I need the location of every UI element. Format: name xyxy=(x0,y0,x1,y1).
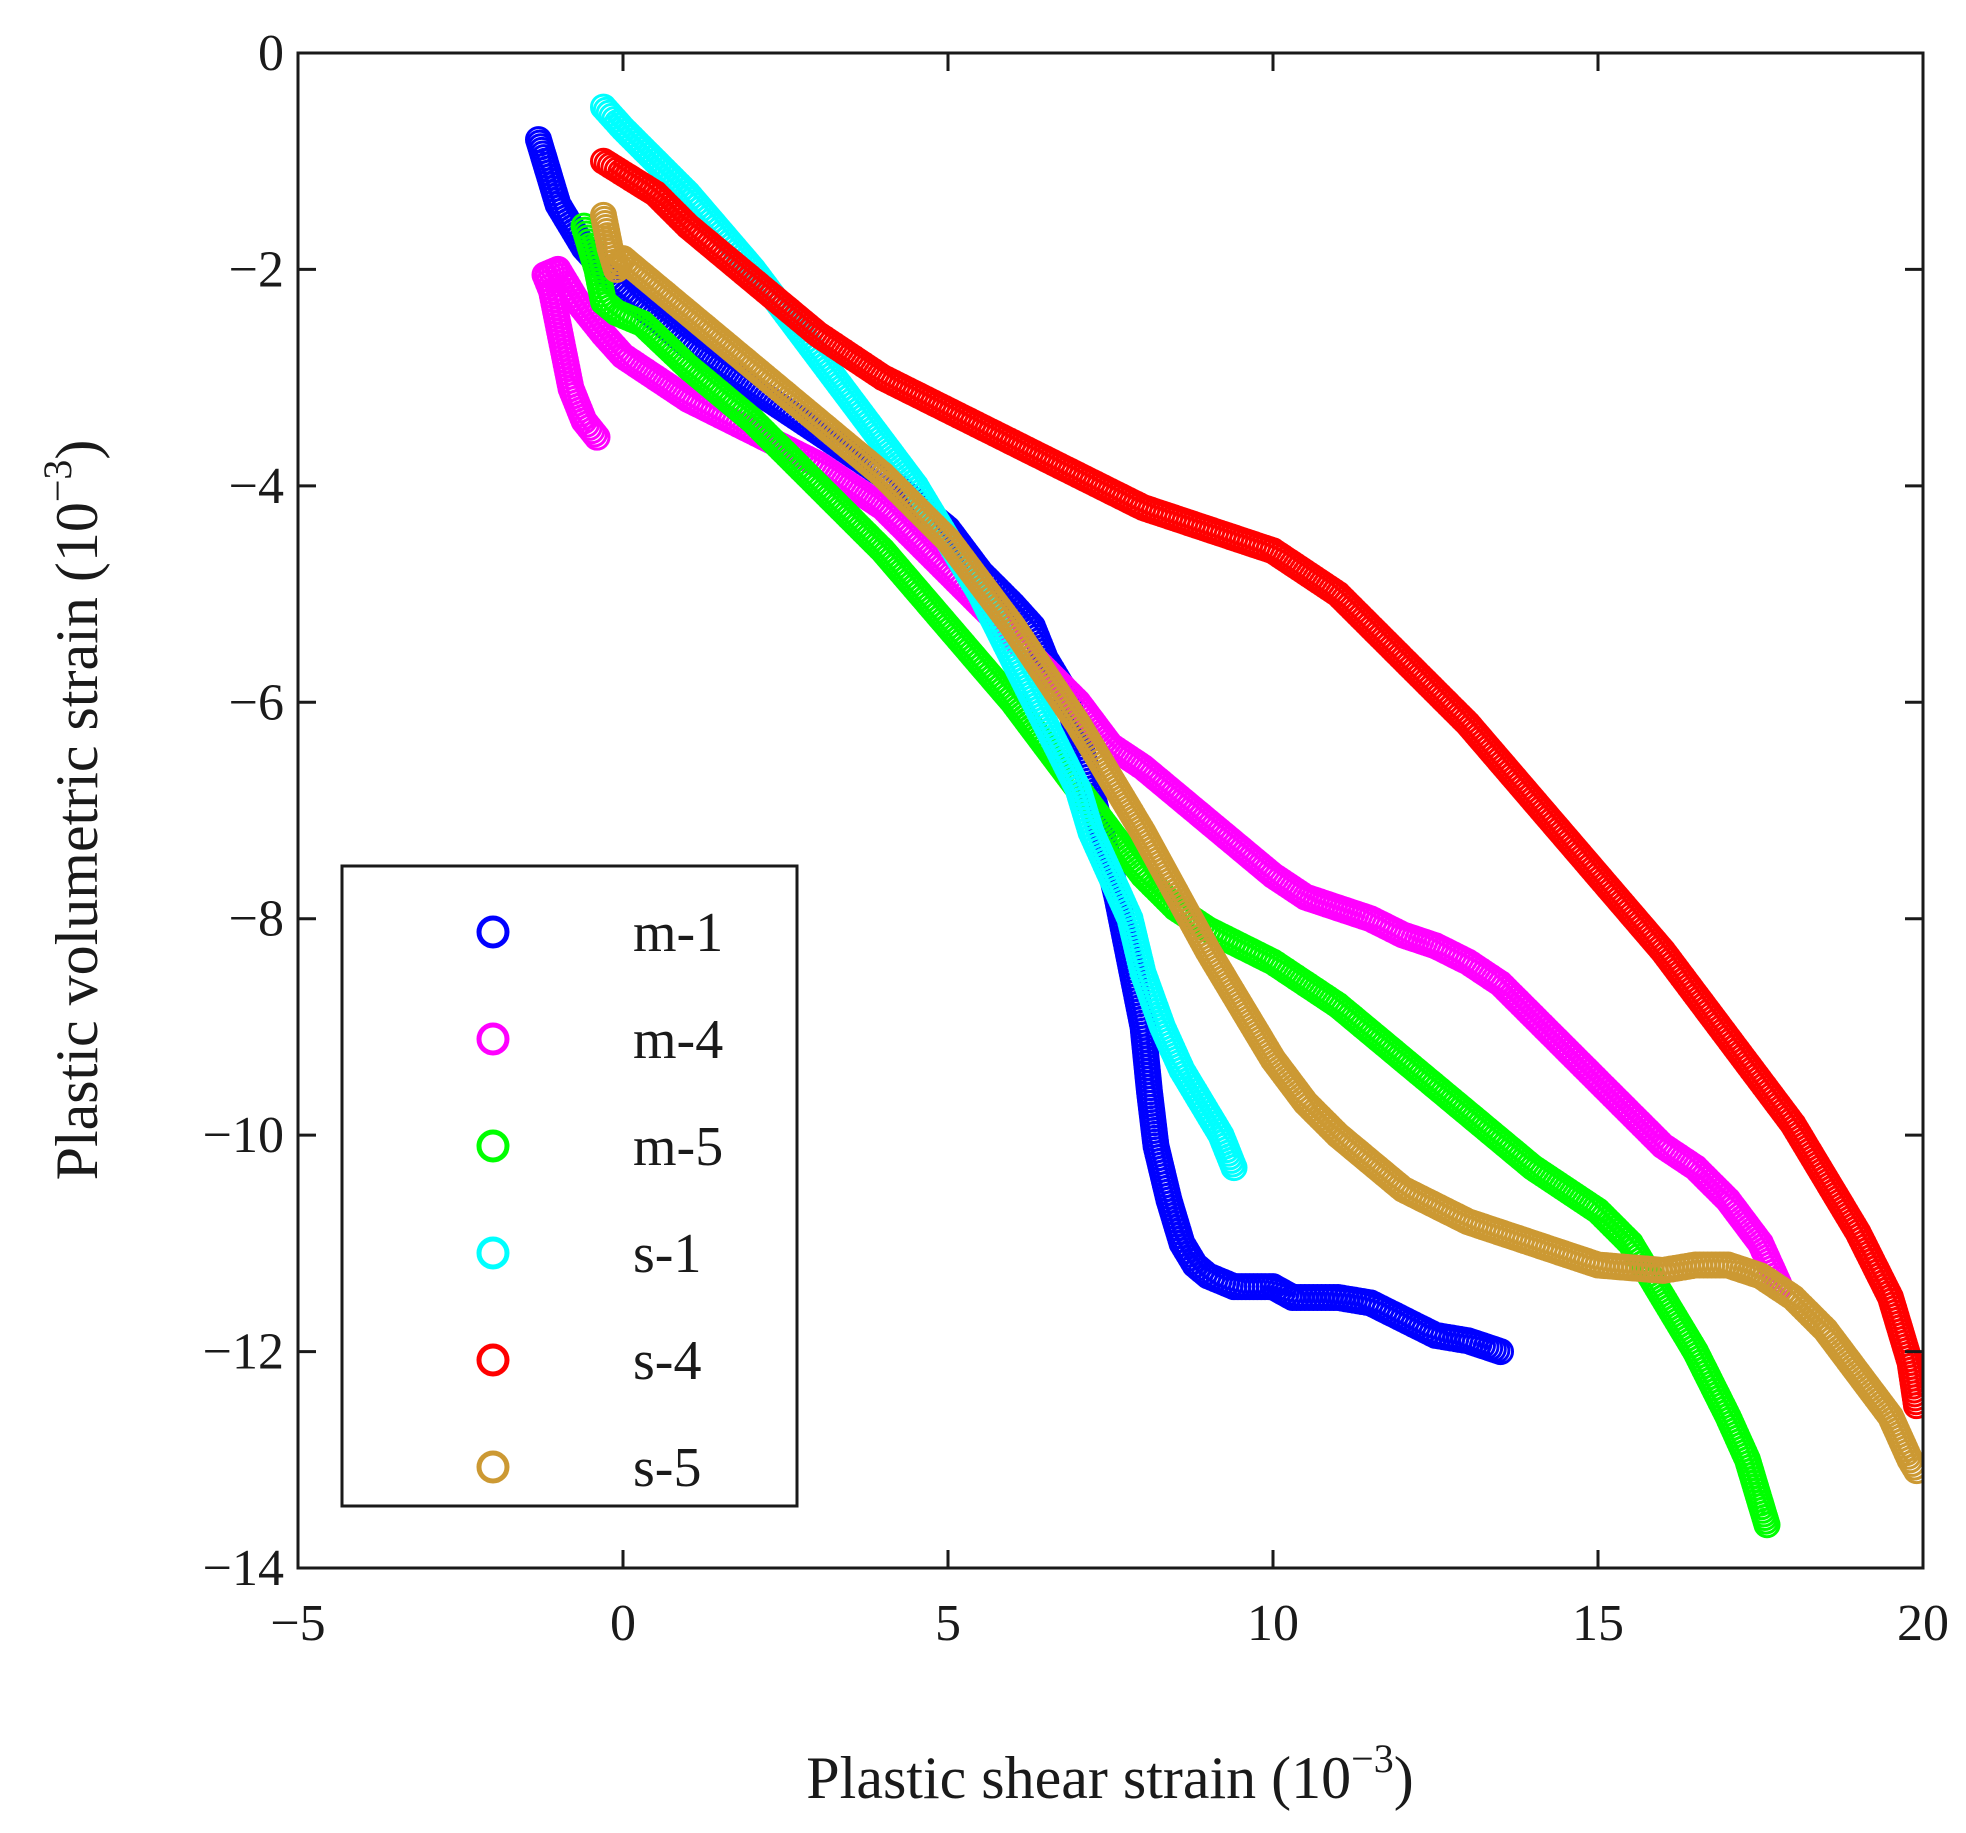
ticks-layer: −5 0 5 10 15 20 0 −2 −4 −6 −8 −10 −12 −14 xyxy=(203,25,1949,1652)
legend-label: m-1 xyxy=(633,902,723,964)
x-tick-label: 20 xyxy=(1897,1595,1949,1652)
y-tick-label: −2 xyxy=(229,241,284,298)
legend-label: s-1 xyxy=(633,1223,701,1285)
legend-label: m-4 xyxy=(633,1009,723,1071)
plot-frame xyxy=(296,51,1925,1570)
x-axis-label: Plastic shear strain (10 xyxy=(806,1745,1351,1811)
legend-marker xyxy=(476,915,510,949)
legend-marker xyxy=(476,1129,510,1163)
legend-marker xyxy=(476,1450,510,1484)
y-tick-label: −8 xyxy=(229,891,284,948)
svg-text:Plastic volumetric strain (10−: Plastic volumetric strain (10−3) xyxy=(35,440,110,1181)
data-point xyxy=(1903,1392,1923,1420)
legend-item-m-1: m-1 xyxy=(476,902,723,964)
y-tick-label: −4 xyxy=(229,458,284,515)
legend: m-1 m-4 m-5 s-1 s-4 s-5 xyxy=(340,864,799,1508)
y-axis-close-paren: ) xyxy=(44,440,110,460)
y-axis-label: Plastic volumetric strain (10 xyxy=(44,502,110,1180)
y-axis-title: Plastic volumetric strain (10−3) xyxy=(35,440,110,1181)
y-tick-label: −10 xyxy=(203,1107,284,1164)
legend-box xyxy=(340,864,799,1508)
y-tick-label: −6 xyxy=(229,674,284,731)
legend-item-s-4: s-4 xyxy=(476,1330,701,1392)
legend-item-m-5: m-5 xyxy=(476,1116,723,1178)
data-point xyxy=(1903,1457,1923,1485)
legend-item-s-1: s-1 xyxy=(476,1223,701,1285)
x-tick-label: 10 xyxy=(1247,1595,1299,1652)
legend-item-m-4: m-4 xyxy=(476,1009,723,1071)
series-s-5 xyxy=(590,201,1923,1485)
legend-marker xyxy=(476,1343,510,1377)
data-point xyxy=(1898,1449,1923,1477)
data-point xyxy=(1220,1154,1248,1182)
series-layer xyxy=(525,93,1923,1539)
data-point xyxy=(1753,1511,1781,1539)
data-point xyxy=(1900,1453,1923,1481)
legend-label: s-4 xyxy=(633,1330,701,1392)
y-axis-exponent: −3 xyxy=(35,460,80,503)
x-axis-close-paren: ) xyxy=(1394,1745,1414,1811)
legend-item-s-5: s-5 xyxy=(476,1437,701,1499)
x-tick-label: 0 xyxy=(610,1595,636,1652)
legend-marker xyxy=(476,1236,510,1270)
x-axis-title: Plastic shear strain (10−3) xyxy=(806,1736,1413,1811)
y-tick-label: 0 xyxy=(258,25,284,82)
legend-label: m-5 xyxy=(633,1116,723,1178)
x-tick-label: 5 xyxy=(935,1595,961,1652)
x-tick-label: −5 xyxy=(270,1595,325,1652)
y-tick-label: −12 xyxy=(203,1324,284,1381)
legend-label: s-5 xyxy=(633,1437,701,1499)
x-axis-exponent: −3 xyxy=(1351,1736,1394,1781)
legend-marker xyxy=(476,1022,510,1056)
x-tick-label: 15 xyxy=(1572,1595,1624,1652)
data-point xyxy=(1487,1338,1514,1366)
y-tick-label: −14 xyxy=(203,1540,284,1597)
series-s-4 xyxy=(590,147,1923,1420)
